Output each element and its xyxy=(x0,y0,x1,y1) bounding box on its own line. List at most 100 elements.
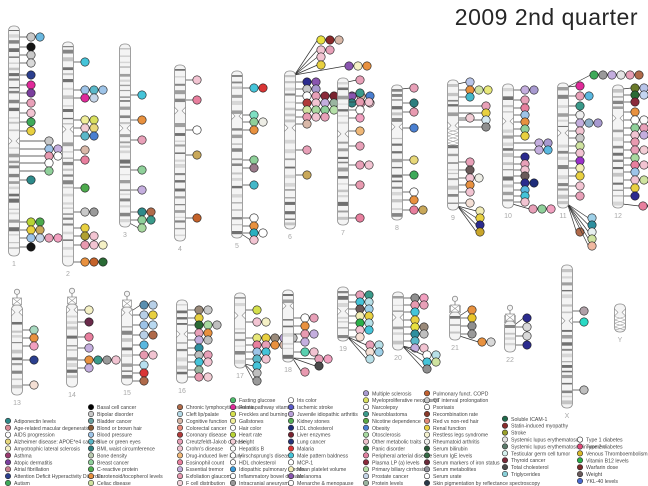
trait-dot xyxy=(355,141,365,151)
band xyxy=(338,103,348,105)
trait-swatch xyxy=(287,417,294,424)
band xyxy=(392,213,402,217)
trait-swatch xyxy=(88,424,95,431)
trait-dot xyxy=(249,155,259,165)
chromosome-22: 22 xyxy=(504,304,532,364)
trait-label: Ischemic stroke xyxy=(297,405,333,411)
trait-dot xyxy=(35,217,45,227)
chromosome-14: 14 xyxy=(66,287,121,399)
trait-label: Bladder cancer xyxy=(97,419,132,425)
trait-dot xyxy=(365,354,375,364)
band xyxy=(338,216,348,220)
chromosome-13: 13 xyxy=(11,288,39,407)
band xyxy=(393,310,403,312)
band xyxy=(232,209,242,211)
trait-label: YKL-40 levels xyxy=(586,479,618,485)
trait-dot xyxy=(522,331,532,341)
band xyxy=(613,145,623,149)
legend-item: Type 2 diabetes xyxy=(576,443,623,451)
trait-label: Kidney stones xyxy=(297,419,330,425)
band xyxy=(9,153,19,158)
band xyxy=(232,217,242,220)
legend-item: Nicotine dependence xyxy=(362,417,421,425)
chromosome-label: 15 xyxy=(123,390,131,397)
band xyxy=(338,316,348,319)
trait-swatch xyxy=(177,466,184,473)
band xyxy=(9,198,19,203)
band-group xyxy=(613,89,623,206)
association-line xyxy=(347,336,367,360)
trait-label: Freckles and burning xyxy=(239,412,288,418)
band xyxy=(120,61,130,64)
trait-dot xyxy=(302,145,312,155)
centromere xyxy=(66,305,71,315)
trait-dot xyxy=(192,95,202,105)
band xyxy=(613,96,623,98)
band xyxy=(9,87,19,89)
band xyxy=(9,160,19,164)
association-line xyxy=(459,335,479,343)
trait-dot xyxy=(258,228,268,238)
band xyxy=(448,99,458,102)
band xyxy=(562,365,572,368)
legend-item: Narcolepsy xyxy=(362,404,398,411)
band xyxy=(283,319,293,321)
centromere xyxy=(568,316,573,325)
band xyxy=(393,340,403,345)
legend-item: Red vs non-red hair xyxy=(423,417,479,425)
band xyxy=(285,81,295,84)
trait-swatch xyxy=(501,464,508,471)
trait-swatch xyxy=(88,438,95,445)
legend-item: Chronic lymphocytic leukemia xyxy=(177,404,255,411)
centromere xyxy=(502,116,507,126)
band xyxy=(63,157,73,159)
band xyxy=(175,204,185,206)
legend-item: AIDS progression xyxy=(5,431,55,439)
trait-swatch xyxy=(501,429,508,436)
band xyxy=(175,152,185,154)
trait-label: Primary biliary cirrhosis xyxy=(372,467,426,473)
legend-item: Menarche & menopause xyxy=(287,479,354,486)
band xyxy=(392,174,402,178)
band xyxy=(232,128,242,131)
band xyxy=(285,158,295,161)
trait-dot xyxy=(520,131,530,141)
centromere xyxy=(398,122,403,132)
legend-item: Hirschsprung's disease xyxy=(230,452,293,459)
legend-item: Serum urate xyxy=(423,473,462,480)
trait-dot xyxy=(139,350,149,360)
association-line xyxy=(457,81,467,85)
trait-dot xyxy=(80,131,90,141)
band xyxy=(175,83,185,86)
band xyxy=(562,348,572,351)
band xyxy=(235,332,245,334)
band xyxy=(67,335,77,339)
legend-item: Thyroid cancer xyxy=(501,457,546,464)
trait-swatch xyxy=(230,438,237,445)
association-line xyxy=(514,317,524,326)
centromere xyxy=(241,311,246,320)
legend-item: HDL cholesterol xyxy=(230,459,276,466)
trait-dot xyxy=(465,92,475,102)
chromosome-21: 21 xyxy=(449,295,496,352)
chromosome-1: 1 xyxy=(8,25,63,268)
chromosome-5: 5 xyxy=(231,70,268,250)
band xyxy=(9,62,19,64)
association-line xyxy=(567,203,589,219)
band xyxy=(63,223,73,226)
band xyxy=(613,100,623,105)
chromosome-16: 16 xyxy=(176,299,222,395)
trait-swatch xyxy=(230,479,237,486)
chromosome-bar xyxy=(121,306,133,386)
trait-dot xyxy=(639,145,648,155)
band xyxy=(63,239,73,241)
trait-label: Red vs non-red hair xyxy=(433,419,479,425)
band xyxy=(338,115,348,117)
band xyxy=(448,202,458,204)
association-line xyxy=(244,363,254,367)
chromosome-label: 7 xyxy=(341,230,345,237)
band xyxy=(338,335,348,339)
trait-dot xyxy=(98,85,108,95)
trait-dot xyxy=(80,155,90,165)
